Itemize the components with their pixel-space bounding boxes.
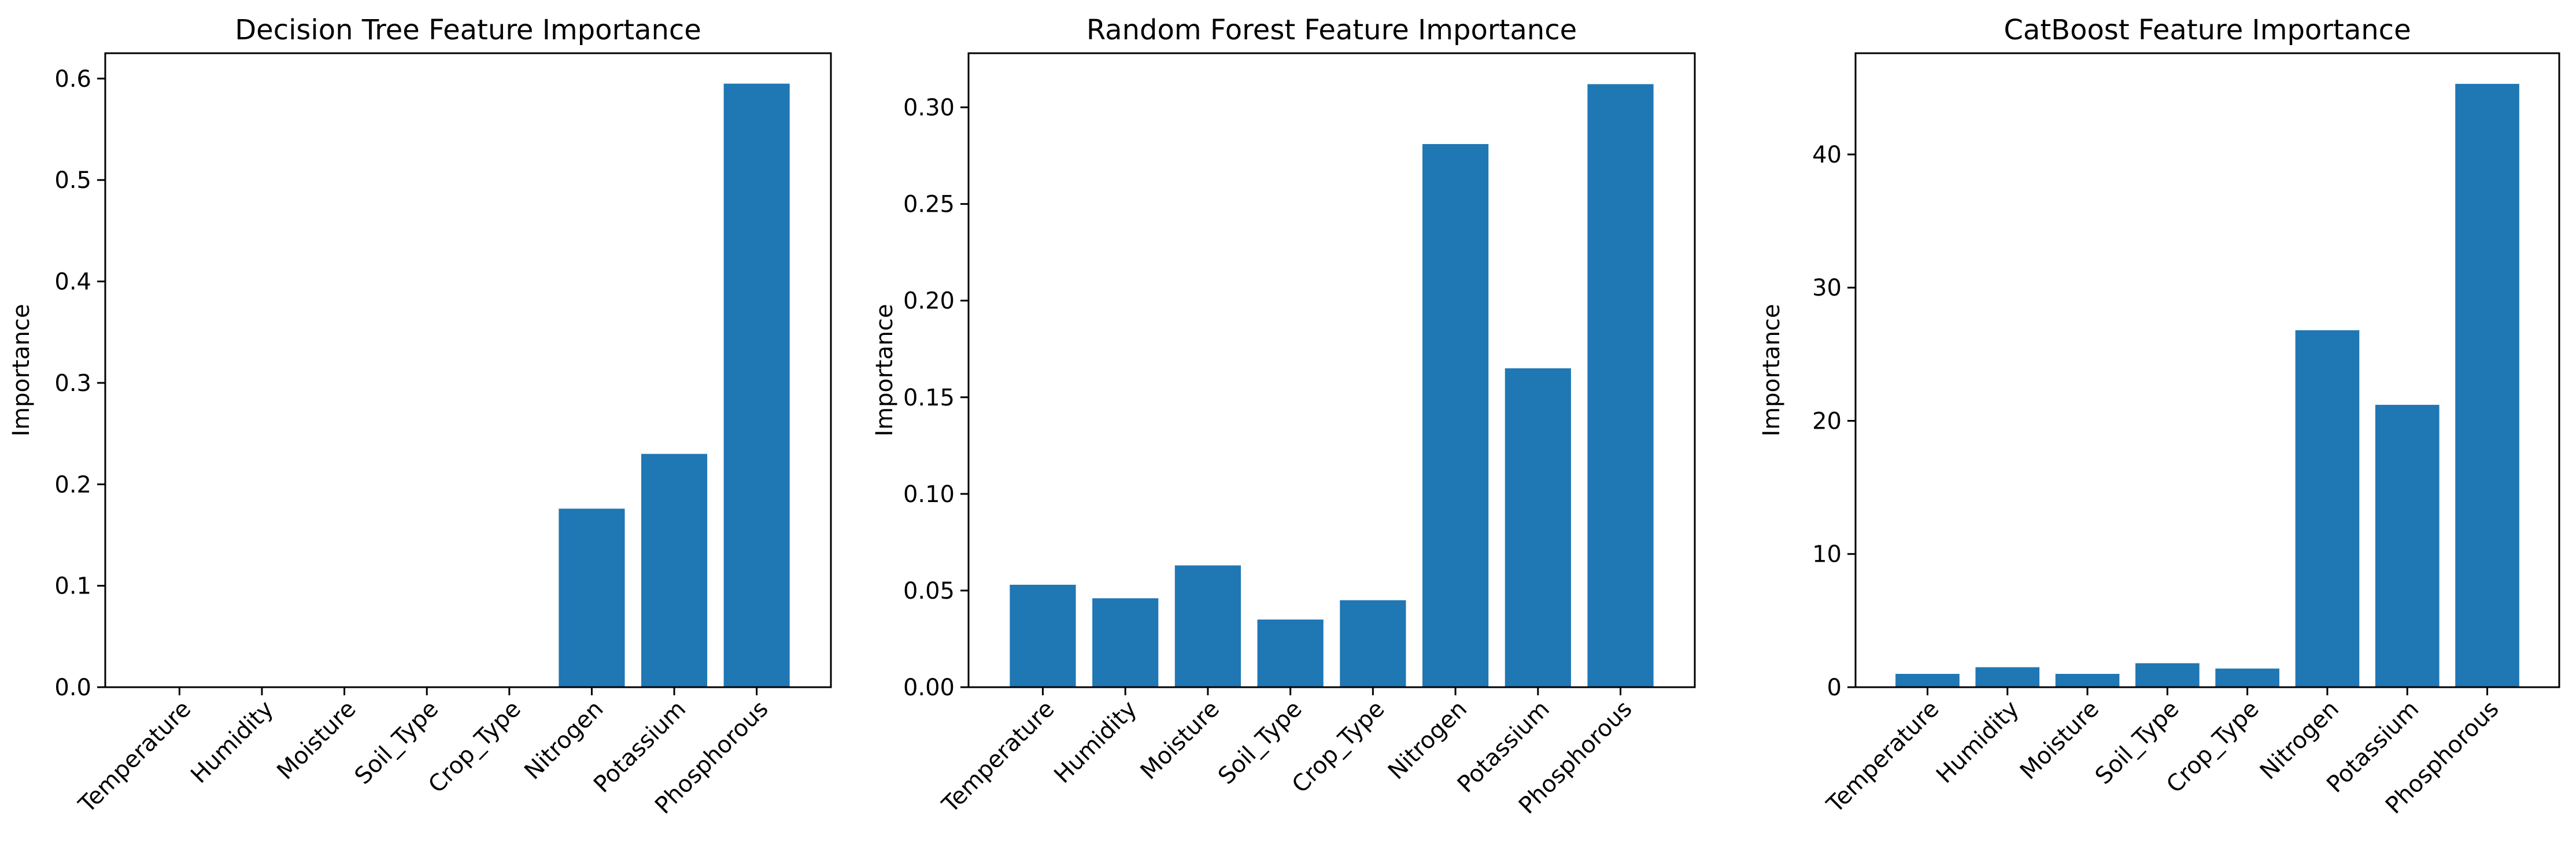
- chart-panel-2: 0.00 0.05 0.10 0.15 0.20 0.25 0.30 TemperatureH…: [871, 14, 1696, 819]
- chart-panel-1: 0.0 0.1 0.2 0.3 0.4 0.5 0.6 TemperatureHumidity…: [8, 14, 832, 819]
- axes-frame: [967, 52, 1696, 688]
- bar-moisture: [1174, 565, 1241, 687]
- y-axis-label: Importance: [1758, 304, 1785, 436]
- x-tick-label: Temperature: [73, 696, 196, 818]
- bar-moisture: [2055, 673, 2120, 687]
- chart-title: Random Forest Feature Importance: [1086, 14, 1577, 46]
- bar-crop-type: [2215, 668, 2279, 687]
- y-tick-label: 0.3: [54, 370, 91, 397]
- bar-temperature: [1010, 584, 1076, 687]
- y-tick-label: 0.0: [54, 674, 91, 701]
- x-tick-label: Temperature: [937, 696, 1059, 818]
- bar-humidity: [1975, 667, 2040, 687]
- x-tick-label: Moisture: [272, 696, 361, 785]
- bar-phosphorous: [2455, 83, 2519, 687]
- bar-soil-type: [1257, 620, 1324, 687]
- y-tick-label: 0.4: [54, 269, 91, 296]
- y-tick-label: 0.6: [54, 66, 91, 93]
- axes-frame: [1854, 52, 2560, 688]
- x-tick-label: Moisture: [1136, 696, 1225, 785]
- y-tick-label: 20: [1812, 408, 1842, 434]
- y-tick-label: 0: [1827, 674, 1842, 701]
- y-tick-label: 30: [1812, 275, 1842, 301]
- y-tick-label: 0.15: [903, 385, 955, 411]
- y-tick-label: 0.30: [903, 95, 955, 121]
- y-tick-label: 40: [1812, 142, 1842, 168]
- axes-frame: [104, 52, 832, 688]
- x-tick-label: Humidity: [1931, 696, 2024, 789]
- bar-nitrogen: [1422, 144, 1489, 688]
- x-tick-label: Humidity: [1049, 696, 1142, 789]
- chart-title: Decision Tree Feature Importance: [235, 14, 701, 46]
- bar-potassium: [641, 454, 708, 687]
- chart-panel-3: 010203040TemperatureHumidityMoistureSoil…: [1758, 14, 2560, 819]
- y-axis-label: Importance: [8, 304, 35, 436]
- y-tick-label: 0.5: [54, 167, 91, 194]
- bar-nitrogen: [559, 508, 625, 687]
- chart-title: CatBoost Feature Importance: [2004, 14, 2411, 46]
- bar-potassium: [1505, 368, 1571, 687]
- y-tick-label: 0.05: [903, 578, 955, 604]
- bar-phosphorous: [1587, 84, 1654, 688]
- bar-humidity: [1092, 598, 1159, 687]
- bar-soil-type: [2135, 663, 2200, 687]
- x-tick-label: Humidity: [186, 696, 279, 789]
- bar-potassium: [2375, 404, 2440, 687]
- bar-crop-type: [1340, 600, 1406, 687]
- y-tick-label: 0.00: [903, 674, 955, 701]
- y-axis-label: Importance: [871, 304, 898, 436]
- bar-temperature: [1895, 673, 1960, 687]
- x-tick-label: Nitrogen: [1383, 696, 1472, 785]
- y-tick-label: 10: [1812, 541, 1842, 568]
- x-tick-label: Nitrogen: [519, 696, 608, 785]
- y-tick-label: 0.1: [54, 573, 91, 600]
- y-tick-label: 0.20: [903, 288, 955, 315]
- y-tick-label: 0.10: [903, 481, 955, 508]
- y-tick-label: 0.25: [903, 191, 955, 218]
- bar-phosphorous: [723, 83, 790, 687]
- bar-nitrogen: [2295, 330, 2360, 687]
- x-tick-label: Temperature: [1821, 696, 1944, 818]
- y-tick-label: 0.2: [54, 471, 91, 498]
